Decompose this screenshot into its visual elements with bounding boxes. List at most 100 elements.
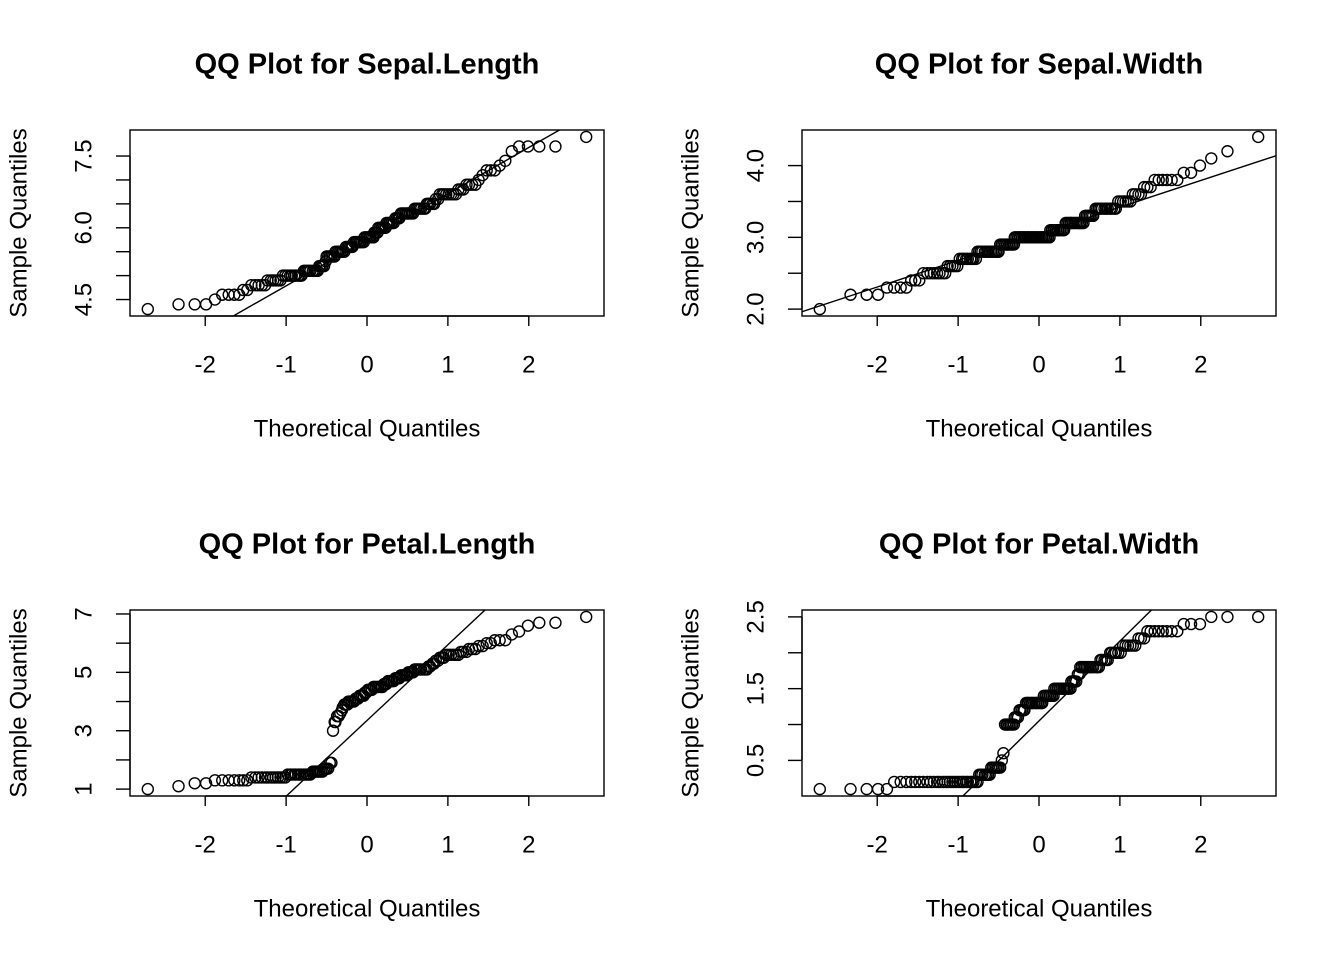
point [1134, 632, 1148, 645]
x-tick-label: 0 [360, 351, 373, 378]
point [1184, 617, 1198, 631]
x-tick-label: -1 [275, 351, 296, 378]
point [533, 140, 546, 153]
point [580, 130, 593, 144]
point [924, 775, 937, 789]
point [460, 645, 473, 659]
point [241, 774, 254, 787]
point [813, 782, 826, 796]
point [1156, 625, 1169, 638]
point [997, 747, 1010, 760]
panel: QQ Plot for Petal.Width Theoretical Quant… [677, 529, 1277, 922]
point [499, 154, 512, 168]
point [1137, 180, 1151, 194]
point [1221, 145, 1234, 158]
y-tick-label: 6.0 [70, 211, 97, 244]
point [237, 774, 250, 787]
point [216, 774, 229, 787]
x-tick-label: -1 [275, 831, 296, 858]
x-tick-label: 2 [522, 351, 535, 378]
point [549, 616, 562, 629]
y-tick-label: 1.5 [742, 672, 769, 705]
panel-title: QQ Plot for Petal.Width [879, 529, 1199, 561]
x-tick-label: 1 [1113, 831, 1126, 858]
y-tick-label: 3 [70, 724, 97, 737]
point [1193, 159, 1207, 172]
point [512, 140, 526, 153]
y-axis-label: Sample Quantiles [677, 128, 704, 317]
x-tick-label: 2 [1194, 831, 1207, 858]
point [505, 628, 518, 641]
point [904, 775, 918, 789]
point [1177, 166, 1190, 179]
point [904, 274, 918, 287]
point [933, 267, 946, 280]
x-axis-label: Theoretical Quantiles [254, 895, 481, 922]
point [1193, 617, 1207, 631]
point [199, 777, 213, 790]
point [880, 281, 894, 294]
point [1070, 675, 1083, 688]
point [888, 775, 901, 789]
y-tick-label: 4.0 [742, 149, 769, 182]
point [580, 610, 593, 624]
x-tick-label: 0 [360, 831, 373, 858]
point [844, 288, 857, 301]
y-tick-label: 1 [70, 782, 97, 795]
point [252, 771, 265, 784]
point [1144, 625, 1157, 638]
point [326, 724, 340, 737]
point [880, 782, 894, 796]
point [141, 302, 154, 316]
point [1156, 173, 1169, 187]
point [909, 775, 922, 789]
x-tick-label: 0 [1032, 351, 1045, 378]
x-tick-label: -1 [947, 831, 968, 858]
point [1177, 617, 1190, 631]
point [325, 756, 338, 770]
y-tick-label: 7.5 [70, 139, 97, 172]
x-axis-label: Theoretical Quantiles [926, 895, 1153, 922]
point [1252, 610, 1265, 624]
panel: QQ Plot for Sepal.Length Theoretical Quan… [5, 49, 605, 442]
point [476, 639, 489, 653]
point [228, 774, 241, 787]
point [484, 636, 497, 650]
point [1144, 180, 1157, 194]
point [1148, 625, 1161, 638]
panel: QQ Plot for Petal.Length Theoretical Quan… [5, 529, 605, 922]
y-tick-label: 5 [70, 666, 97, 679]
point [995, 754, 1008, 767]
point [924, 267, 937, 280]
point [457, 645, 470, 659]
y-tick-label: 4.5 [70, 283, 97, 316]
panel-title: QQ Plot for Sepal.Width [875, 49, 1203, 81]
plot-box [801, 609, 1277, 797]
point [1007, 718, 1021, 731]
x-tick-label: 2 [1194, 351, 1207, 378]
point [921, 267, 934, 280]
qq-line [961, 610, 1153, 796]
x-tick-label: -2 [195, 831, 216, 858]
point [141, 782, 154, 796]
point [1148, 173, 1161, 187]
qq-line [802, 155, 1276, 313]
point [493, 634, 506, 647]
point [1141, 180, 1154, 194]
point [472, 639, 485, 653]
y-tick-label: 3.0 [742, 221, 769, 254]
point [232, 774, 246, 787]
qq-line [285, 610, 487, 796]
point [844, 782, 857, 796]
point [1101, 653, 1114, 667]
point [188, 777, 201, 790]
panel-title: QQ Plot for Sepal.Length [195, 49, 540, 81]
point [1205, 610, 1218, 624]
x-axis-label: Theoretical Quantiles [254, 415, 481, 442]
panel-title: QQ Plot for Petal.Length [199, 529, 536, 561]
point [480, 164, 493, 177]
y-axis-label: Sample Quantiles [677, 608, 704, 797]
x-axis-label: Theoretical Quantiles [926, 415, 1153, 442]
